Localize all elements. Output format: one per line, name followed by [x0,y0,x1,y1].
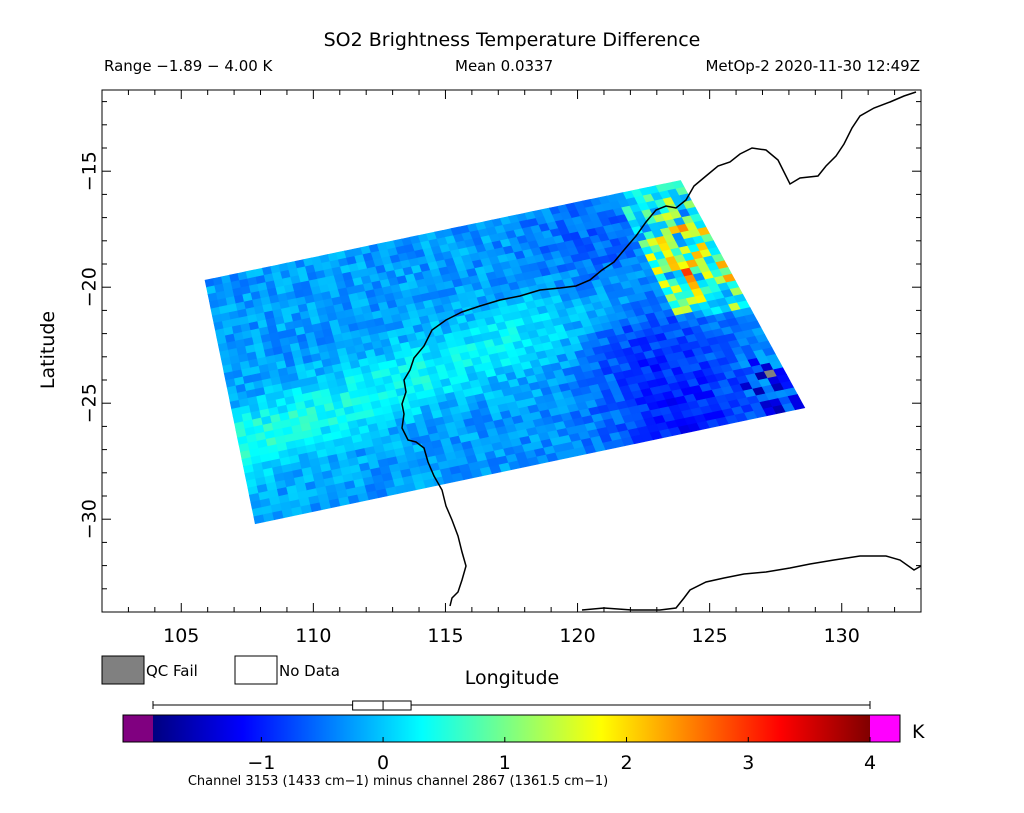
coastline-australia-west [401,91,917,607]
mean-text: Mean 0.0337 [455,57,553,75]
colorbar-frame [122,714,901,743]
plot-area [204,91,922,611]
swath-pixel [791,400,806,411]
x-tick-label: 130 [824,625,860,647]
y-tick-label: −15 [79,151,101,191]
colorbar-tick-label: 1 [499,752,511,774]
x-tick-label: 115 [427,625,463,647]
plot-frame [101,89,922,613]
chart-title: SO2 Brightness Temperature Difference [324,29,701,51]
colorbar-over [870,715,900,742]
x-tick-label: 125 [692,625,728,647]
swath-pixel [253,514,266,525]
colorbar-under [123,715,153,742]
y-tick-label: −20 [79,267,101,307]
colorbar-gradient [153,715,870,742]
swath-pixel [272,510,285,521]
legend-swatch [234,655,278,685]
boxplot-box [352,700,412,711]
x-axis-label: Longitude [465,667,560,689]
channel-caption: Channel 3153 (1433 cm−1) minus channel 2… [188,774,608,789]
legend-label: QC Fail [146,662,198,680]
colorbar-tick-label: 3 [742,752,754,774]
colorbar-tick-label: 0 [377,752,389,774]
x-tick-label: 110 [295,625,331,647]
colorbar-tick-label: 2 [620,752,632,774]
satellite-text: MetOp-2 2020-11-30 12:49Z [705,57,920,75]
x-tick-label: 105 [163,625,199,647]
legend-label: No Data [279,662,340,680]
axes: 105 110 115 120 125 130 −15 −20 −25 −30 [79,90,922,647]
x-tick-label: 120 [559,625,595,647]
y-axis-label: Latitude [37,311,59,389]
y-tick-label: −30 [79,499,101,539]
colorbar-unit: K [912,721,925,743]
legend: QC Fail No Data [101,655,340,685]
data-swath [204,180,806,525]
y-tick-label: −25 [79,383,101,423]
coastline-australia-south [581,555,922,611]
colorbar-tick-label: −1 [247,752,275,774]
swath-pixel [262,512,275,523]
range-text: Range −1.89 − 4.00 K [104,57,274,75]
colorbar: −1 0 1 2 3 4 [122,700,901,774]
swath-pixel [281,508,294,519]
colorbar-tick-label: 4 [864,752,876,774]
legend-swatch [101,655,145,685]
